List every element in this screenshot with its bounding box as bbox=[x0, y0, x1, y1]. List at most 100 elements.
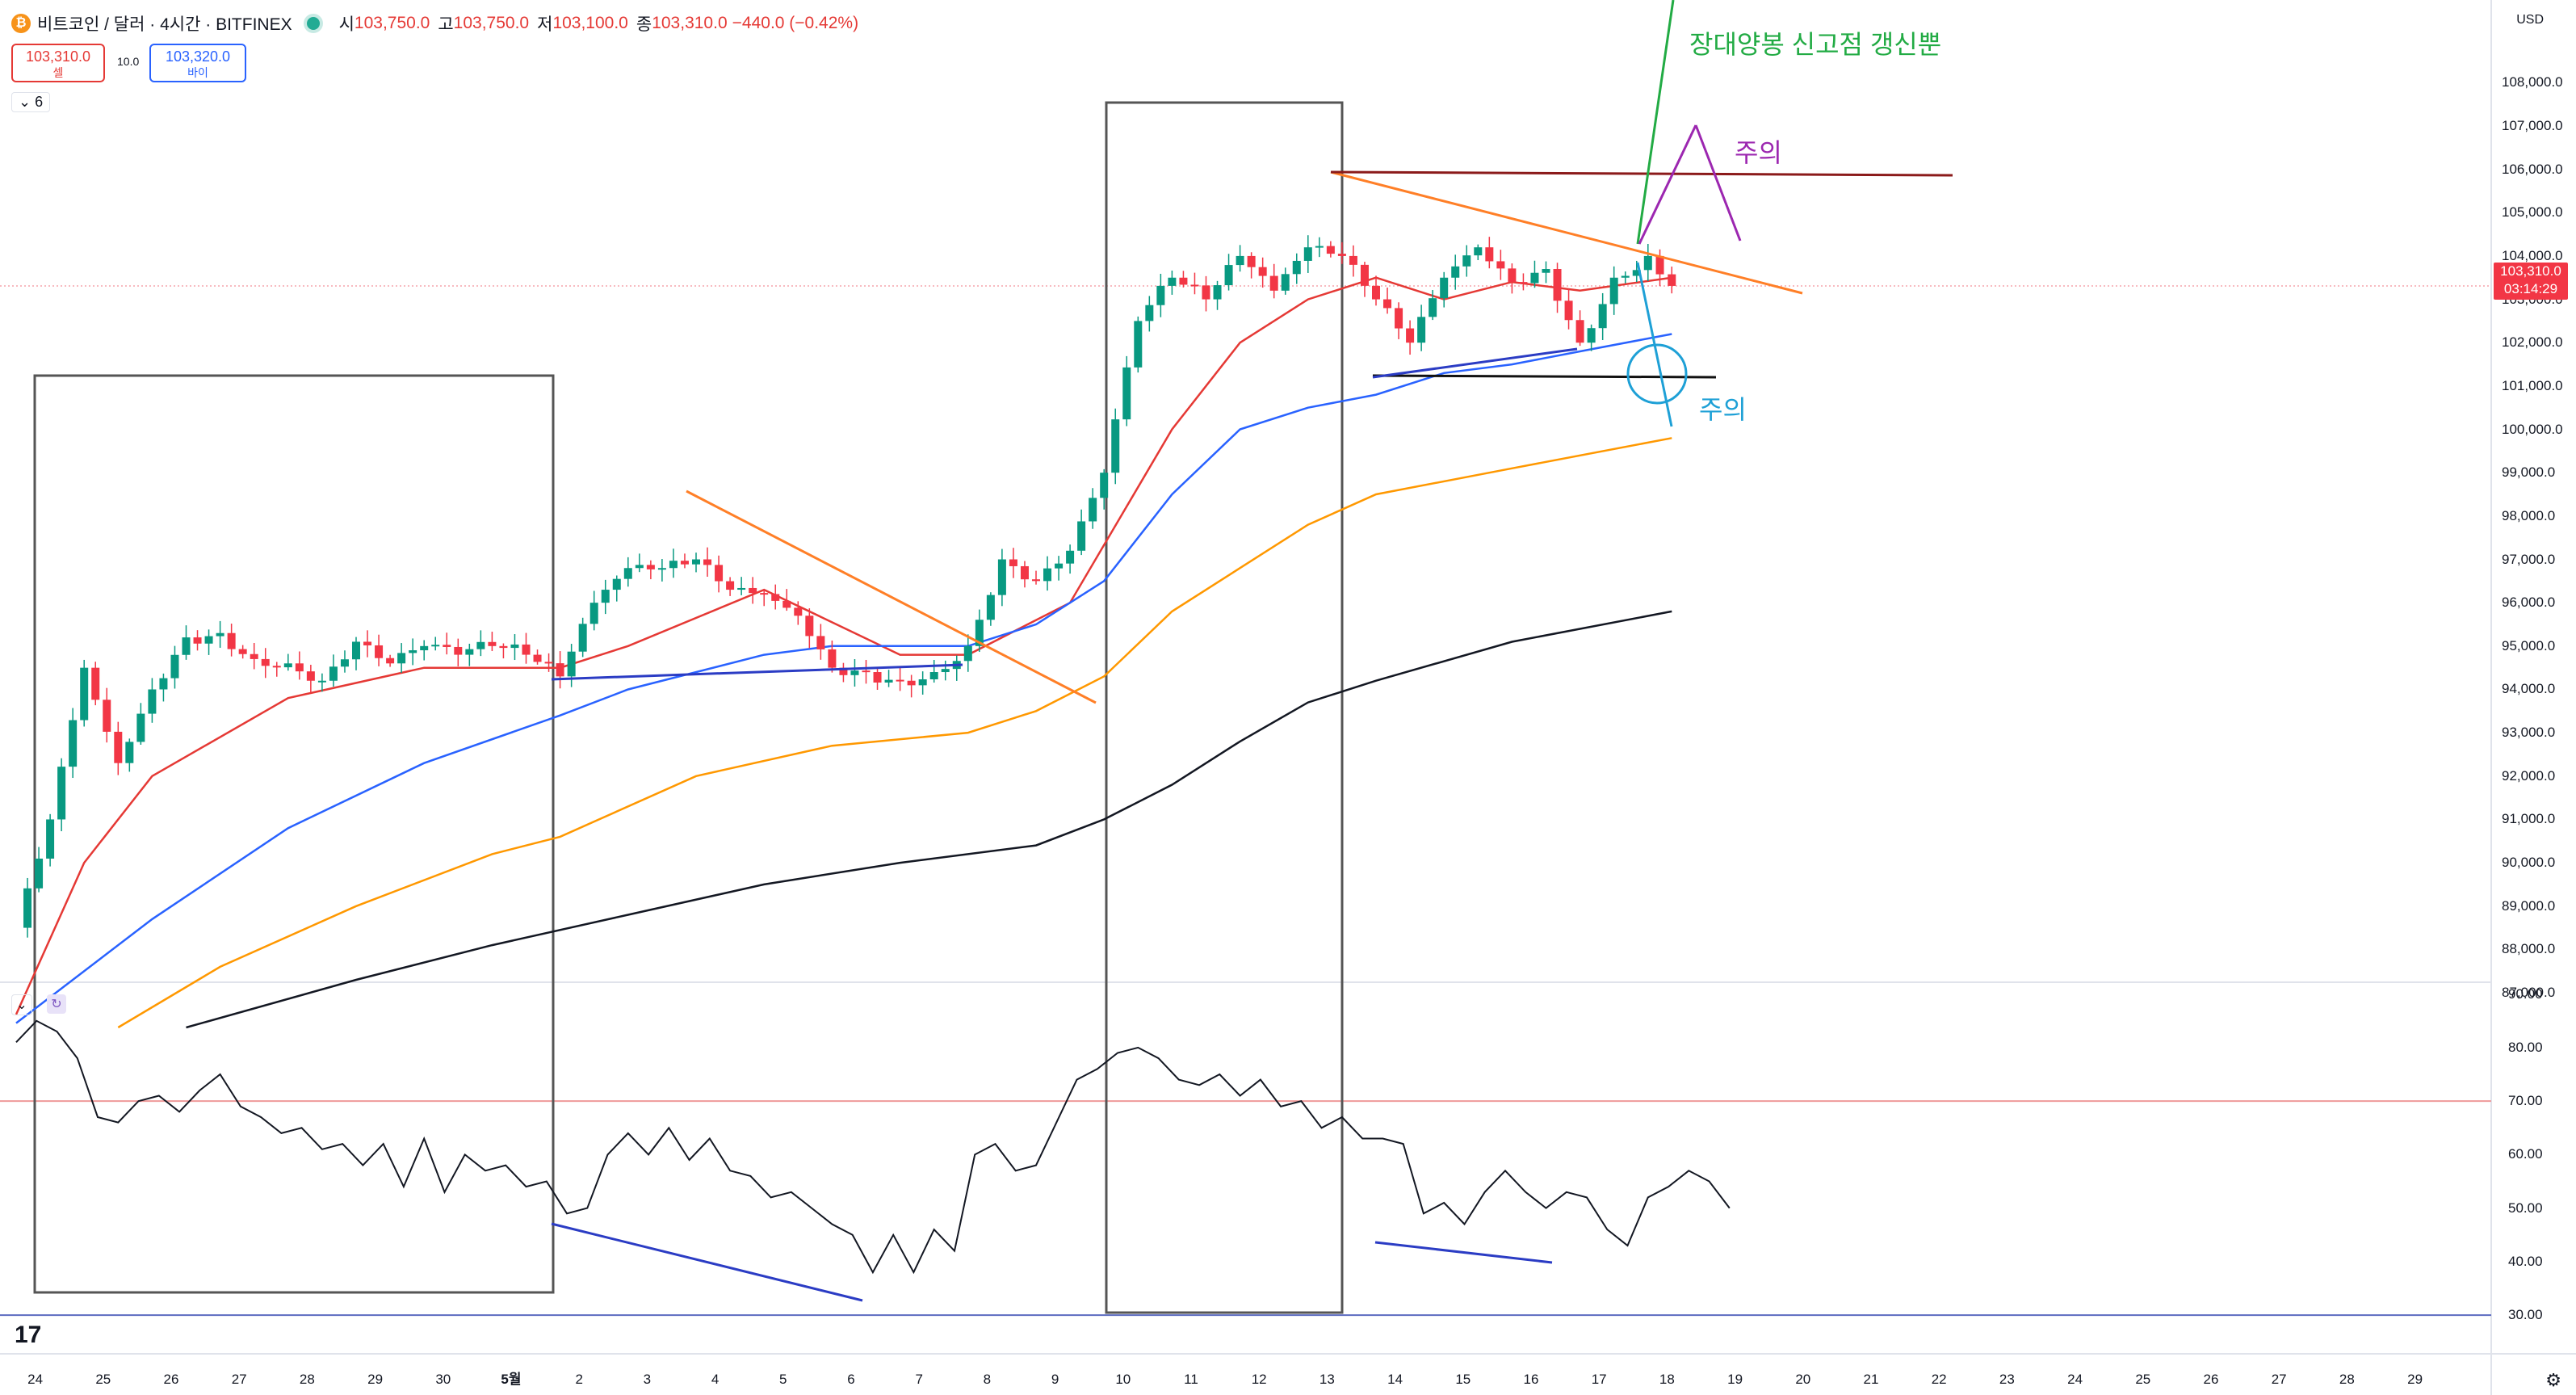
candle-body bbox=[522, 644, 531, 655]
time-axis-label: 25 bbox=[2135, 1372, 2150, 1387]
last-price: 103,310.0 bbox=[2500, 263, 2561, 279]
candle-body bbox=[1111, 419, 1120, 473]
time-axis-label: 14 bbox=[1387, 1372, 1403, 1387]
candle-body bbox=[1655, 255, 1664, 275]
close-label: 종 bbox=[636, 15, 652, 34]
ma-line-ma200 bbox=[186, 610, 1672, 1029]
bitcoin-icon: ₿ bbox=[11, 14, 31, 33]
time-axis-label: 30 bbox=[435, 1372, 451, 1387]
candle-body bbox=[340, 659, 349, 667]
candle-body bbox=[873, 672, 882, 683]
candle-body bbox=[1303, 247, 1312, 261]
tradingview-logo[interactable]: 17 bbox=[15, 1321, 42, 1348]
candle-body bbox=[884, 679, 893, 683]
candle-body bbox=[1009, 559, 1017, 566]
price-axis-label: 97,000.0 bbox=[2502, 551, 2556, 567]
trendline-orange bbox=[686, 490, 1097, 704]
currency-label[interactable]: USD bbox=[2516, 13, 2544, 27]
buy-price: 103,320.0 bbox=[165, 48, 231, 65]
trendline-orange bbox=[1330, 170, 1803, 295]
candle-body bbox=[227, 632, 236, 649]
buy-button[interactable]: 103,320.0 바이 bbox=[149, 44, 246, 82]
candle-body bbox=[1145, 305, 1154, 321]
candle-body bbox=[794, 607, 803, 616]
candle-body bbox=[567, 651, 576, 677]
candle-body bbox=[386, 658, 395, 664]
candle-body bbox=[1089, 498, 1097, 522]
candle-body bbox=[204, 636, 213, 644]
rsi-axis-label: 70.00 bbox=[2508, 1093, 2543, 1109]
rsi-axis-label: 50.00 bbox=[2508, 1200, 2543, 1216]
price-axis-label: 88,000.0 bbox=[2502, 941, 2556, 957]
candle-body bbox=[499, 645, 508, 649]
candle-body bbox=[114, 731, 123, 763]
time-axis-label: 2 bbox=[575, 1372, 582, 1387]
candle-body bbox=[1372, 285, 1380, 300]
candle-body bbox=[431, 645, 440, 647]
sell-button[interactable]: 103,310.0 셀 bbox=[11, 44, 105, 82]
candle-body bbox=[363, 641, 372, 645]
candle-body bbox=[91, 667, 100, 700]
candle-body bbox=[1337, 254, 1346, 256]
candle-body bbox=[1643, 255, 1652, 271]
collapse-indicator-icon[interactable]: ⌄ bbox=[11, 994, 32, 1015]
candle-body bbox=[1292, 260, 1301, 275]
time-axis-label: 23 bbox=[1999, 1372, 2015, 1387]
time-axis-label: 19 bbox=[1727, 1372, 1743, 1387]
open-label: 시 bbox=[338, 15, 355, 34]
time-axis-label: 16 bbox=[1524, 1372, 1539, 1387]
caution-path-purple bbox=[1694, 124, 1742, 242]
caution-path-purple bbox=[1638, 124, 1697, 245]
candle-body bbox=[283, 663, 292, 668]
candle-body bbox=[295, 663, 304, 672]
time-axis-label: 9 bbox=[1051, 1372, 1059, 1387]
price-axis-label: 96,000.0 bbox=[2502, 595, 2556, 611]
candle-body bbox=[1202, 285, 1210, 300]
price-axis-label: 91,000.0 bbox=[2502, 811, 2556, 827]
candle-body bbox=[657, 568, 666, 570]
candle-body bbox=[544, 662, 553, 664]
candle-body bbox=[159, 678, 168, 690]
refresh-indicator-icon[interactable]: ↻ bbox=[47, 994, 66, 1014]
indicators-toggle[interactable]: ⌄ 6 bbox=[11, 92, 51, 112]
candle-body bbox=[1360, 264, 1369, 286]
time-axis-label: 6 bbox=[847, 1372, 854, 1387]
candle-body bbox=[250, 653, 258, 659]
candle-body bbox=[1598, 304, 1607, 329]
candle-body bbox=[1213, 285, 1222, 300]
candle-body bbox=[148, 689, 157, 714]
candle-body bbox=[963, 645, 972, 662]
candle-body bbox=[1247, 255, 1256, 267]
candle-body bbox=[136, 713, 145, 742]
sell-price: 103,310.0 bbox=[25, 48, 91, 65]
candle-body bbox=[589, 603, 598, 624]
candle-body bbox=[182, 637, 191, 655]
symbol-title[interactable]: 비트코인 / 달러 · 4시간 · BITFINEX bbox=[37, 15, 292, 34]
candle-body bbox=[1553, 269, 1562, 301]
market-status-icon[interactable] bbox=[306, 17, 320, 30]
candle-body bbox=[623, 568, 632, 579]
indicator-count: 6 bbox=[35, 94, 44, 110]
candle-body bbox=[35, 858, 44, 889]
ma-line-ma50 bbox=[15, 333, 1672, 1024]
trendline-blue bbox=[1372, 347, 1578, 379]
price-axis-label: 90,000.0 bbox=[2502, 855, 2556, 871]
high-value: 103,750.0 bbox=[453, 14, 530, 32]
rsi-axis-label: 80.00 bbox=[2508, 1039, 2543, 1055]
settings-gear-icon[interactable]: ⚙ bbox=[2545, 1370, 2561, 1390]
caution-circle-blue bbox=[1626, 343, 1688, 405]
candle-body bbox=[1451, 266, 1460, 278]
low-label: 저 bbox=[537, 15, 553, 34]
price-axis-label: 89,000.0 bbox=[2502, 897, 2556, 914]
candle-body bbox=[1485, 247, 1494, 262]
candle-body bbox=[1281, 274, 1290, 291]
candle-body bbox=[1542, 269, 1550, 273]
time-axis-label: 26 bbox=[164, 1372, 179, 1387]
candle-body bbox=[1156, 285, 1165, 305]
candle-body bbox=[1020, 565, 1029, 580]
rsi-line bbox=[15, 1019, 1731, 1275]
bar-countdown: 03:14:29 bbox=[2503, 281, 2558, 296]
candle-body bbox=[703, 559, 712, 565]
candle-body bbox=[918, 679, 927, 686]
